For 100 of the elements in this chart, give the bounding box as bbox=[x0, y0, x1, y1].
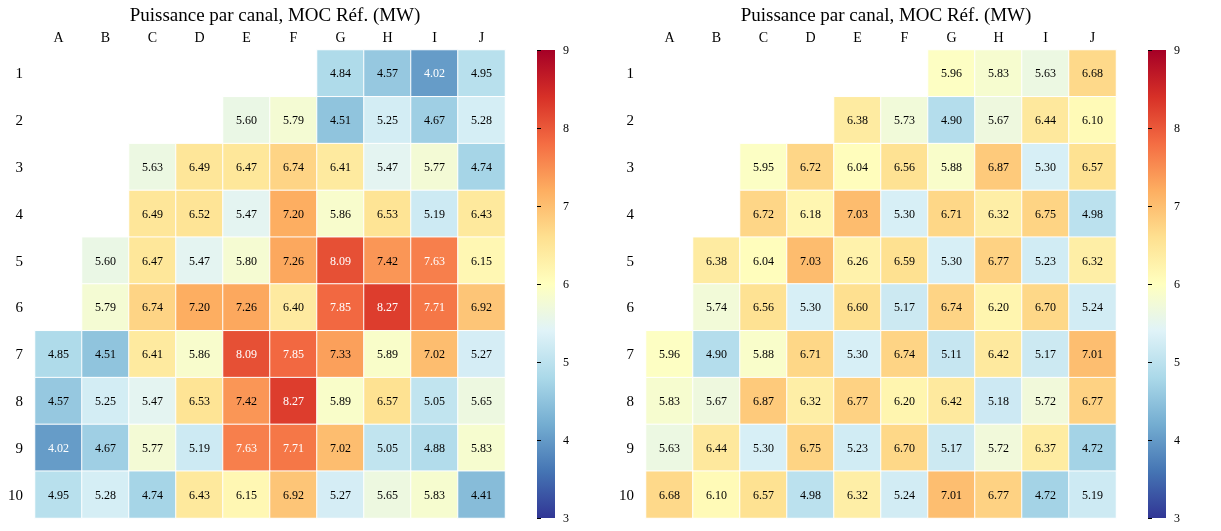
x-tick-label: E bbox=[853, 29, 862, 45]
data-label: 6.70 bbox=[894, 440, 915, 455]
data-label: 4.57 bbox=[377, 66, 398, 81]
data-label: 5.89 bbox=[377, 347, 398, 362]
data-label: 5.25 bbox=[95, 394, 116, 408]
color-bar-label: 6 bbox=[563, 277, 569, 291]
data-label: 5.86 bbox=[189, 347, 210, 362]
x-tick-label: F bbox=[900, 29, 909, 45]
data-label: 6.56 bbox=[894, 160, 915, 174]
color-bar-label: 3 bbox=[1174, 511, 1180, 525]
data-label: 4.72 bbox=[1082, 440, 1103, 455]
data-label: 5.47 bbox=[189, 253, 210, 268]
y-tick-label: 10 bbox=[619, 486, 634, 503]
x-tick-label: E bbox=[242, 29, 251, 45]
y-tick-label: 4 bbox=[15, 205, 24, 222]
data-label: 6.43 bbox=[471, 206, 492, 221]
data-label: 6.53 bbox=[377, 206, 398, 221]
data-label: 6.52 bbox=[189, 206, 210, 221]
data-label: 5.17 bbox=[894, 300, 915, 315]
data-label: 6.41 bbox=[330, 160, 351, 174]
data-label: 5.28 bbox=[95, 487, 116, 502]
data-label: 6.04 bbox=[847, 160, 868, 174]
data-label: 5.63 bbox=[1035, 66, 1056, 81]
data-label: 6.77 bbox=[1082, 394, 1103, 408]
x-tick-label: A bbox=[664, 29, 676, 45]
data-label: 5.83 bbox=[988, 66, 1009, 81]
y-tick-label: 6 bbox=[626, 299, 635, 316]
data-label: 4.88 bbox=[424, 440, 445, 455]
data-label: 7.20 bbox=[189, 300, 210, 315]
data-label: 6.32 bbox=[847, 487, 868, 502]
data-label: 5.28 bbox=[471, 113, 492, 128]
data-label: 5.60 bbox=[236, 113, 257, 128]
data-label: 4.67 bbox=[424, 113, 445, 128]
x-tick-label: F bbox=[289, 29, 298, 45]
data-label: 5.88 bbox=[753, 347, 774, 362]
y-tick-label: 9 bbox=[626, 439, 634, 456]
data-label: 4.51 bbox=[330, 113, 351, 128]
data-label: 6.40 bbox=[283, 300, 304, 315]
y-tick-label: 10 bbox=[8, 486, 23, 503]
data-label: 5.96 bbox=[659, 347, 680, 362]
data-label: 5.47 bbox=[236, 206, 257, 221]
data-label: 7.63 bbox=[236, 440, 257, 455]
data-label: 7.03 bbox=[800, 253, 821, 268]
color-bar-label: 4 bbox=[563, 433, 569, 447]
data-label: 5.25 bbox=[377, 113, 398, 128]
data-label: 7.01 bbox=[1082, 347, 1103, 362]
data-label: 6.41 bbox=[142, 347, 163, 362]
data-label: 5.79 bbox=[283, 113, 304, 128]
data-label: 7.03 bbox=[847, 206, 868, 221]
data-label: 4.95 bbox=[471, 66, 492, 81]
color-bar-label: 7 bbox=[563, 199, 569, 213]
data-label: 6.87 bbox=[753, 394, 774, 408]
data-label: 6.42 bbox=[988, 347, 1009, 362]
data-label: 6.10 bbox=[1082, 113, 1103, 128]
data-label: 4.85 bbox=[48, 347, 69, 362]
data-label: 6.43 bbox=[189, 487, 210, 502]
data-label: 5.89 bbox=[330, 394, 351, 408]
data-label: 5.47 bbox=[142, 394, 163, 408]
data-label: 8.09 bbox=[236, 347, 257, 362]
data-label: 6.42 bbox=[941, 394, 962, 408]
data-label: 5.67 bbox=[988, 113, 1009, 128]
color-bar-label: 5 bbox=[563, 355, 569, 369]
color-bar-label: 4 bbox=[1174, 433, 1180, 447]
data-label: 6.77 bbox=[988, 487, 1009, 502]
data-label: 6.26 bbox=[847, 253, 868, 268]
x-tick-label: D bbox=[194, 29, 205, 45]
color-bar-label: 5 bbox=[1174, 355, 1180, 369]
data-label: 6.75 bbox=[800, 440, 821, 455]
data-label: 6.38 bbox=[706, 253, 727, 268]
data-label: 6.87 bbox=[988, 160, 1009, 174]
data-label: 7.42 bbox=[377, 253, 398, 268]
data-label: 5.83 bbox=[659, 394, 680, 408]
data-label: 5.19 bbox=[189, 440, 210, 455]
data-label: 6.32 bbox=[800, 394, 821, 408]
data-label: 7.85 bbox=[330, 300, 351, 315]
data-label: 4.74 bbox=[142, 487, 163, 502]
data-label: 5.11 bbox=[941, 347, 962, 362]
data-label: 6.44 bbox=[706, 440, 727, 455]
data-label: 6.15 bbox=[236, 487, 257, 502]
data-label: 5.30 bbox=[847, 347, 868, 362]
data-label: 8.27 bbox=[377, 300, 398, 315]
x-tick-label: D bbox=[805, 29, 816, 45]
color-bar-label: 9 bbox=[563, 43, 569, 57]
y-tick-label: 6 bbox=[15, 299, 24, 316]
data-label: 7.01 bbox=[941, 487, 962, 502]
data-label: 6.68 bbox=[659, 487, 680, 502]
data-label: 7.71 bbox=[424, 300, 445, 315]
y-tick-label: 7 bbox=[15, 346, 24, 363]
data-label: 5.27 bbox=[330, 487, 351, 502]
data-label: 4.02 bbox=[48, 440, 69, 455]
color-bar-label: 8 bbox=[563, 121, 569, 135]
x-tick-label: I bbox=[432, 29, 438, 45]
data-label: 6.74 bbox=[941, 300, 962, 315]
data-label: 4.95 bbox=[48, 487, 69, 502]
data-label: 6.53 bbox=[189, 394, 210, 408]
data-label: 5.65 bbox=[377, 487, 398, 502]
data-label: 6.20 bbox=[988, 300, 1009, 315]
data-label: 5.72 bbox=[1035, 394, 1056, 408]
x-tick-label: G bbox=[335, 29, 346, 45]
data-label: 6.37 bbox=[1035, 440, 1056, 455]
